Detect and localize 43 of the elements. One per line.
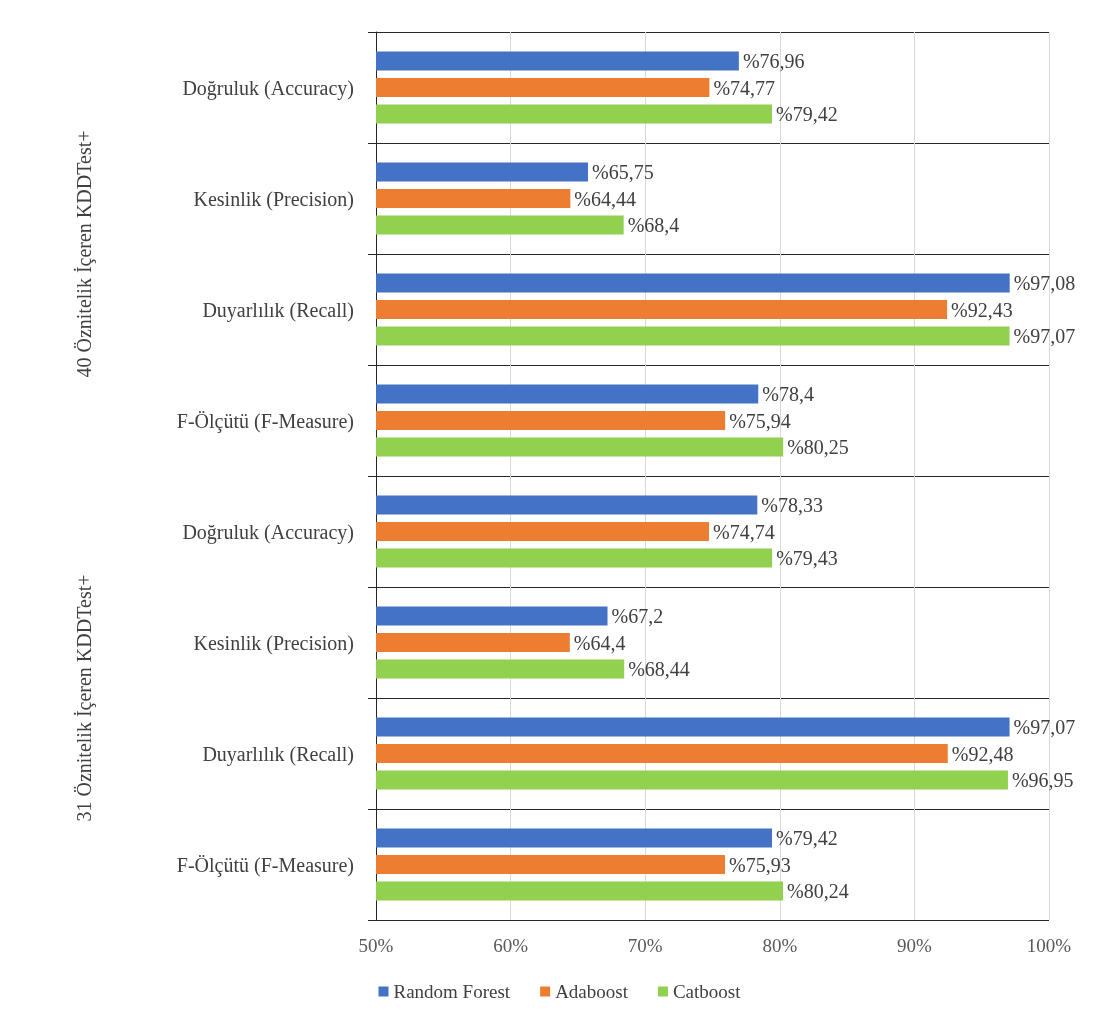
data-label: %78,4 bbox=[762, 382, 814, 405]
data-label: %75,94 bbox=[729, 409, 791, 432]
x-tick-label: 50% bbox=[358, 935, 394, 956]
text: 31 Öznitelik İçeren KDDTest+ bbox=[73, 574, 96, 822]
legend-label: Random Forest bbox=[393, 981, 511, 1002]
y-tick-label: Duyarlılık (Recall) bbox=[202, 298, 354, 322]
data-label: %68,4 bbox=[627, 214, 680, 237]
data-label: %79,42 bbox=[775, 826, 838, 849]
x-tick-label: 80% bbox=[762, 935, 798, 956]
y-tick-label: Doğruluk (Accuracy) bbox=[182, 520, 354, 544]
x-tick-label: 90% bbox=[896, 935, 932, 956]
data-label: %67,2 bbox=[611, 604, 664, 627]
data-label: %75,93 bbox=[729, 853, 791, 876]
data-label: %76,96 bbox=[742, 49, 805, 72]
data-label: %74,74 bbox=[713, 520, 775, 543]
data-label: %97,07 bbox=[1013, 715, 1076, 738]
y-tick-label: F-Ölçütü (F-Measure) bbox=[176, 853, 354, 877]
data-label: %80,24 bbox=[787, 880, 849, 903]
data-label: %92,48 bbox=[951, 742, 1014, 765]
data-label: %64,44 bbox=[574, 187, 637, 210]
x-tick-label: 100% bbox=[1026, 935, 1072, 956]
y-tick-label: Kesinlik (Precision) bbox=[193, 187, 354, 211]
data-label: %79,42 bbox=[775, 103, 838, 126]
data-label: %74,77 bbox=[713, 76, 776, 99]
data-label: %92,43 bbox=[951, 298, 1013, 321]
data-label: %79,43 bbox=[776, 547, 838, 570]
data-label: %97,08 bbox=[1013, 271, 1076, 294]
x-tick-label: 60% bbox=[493, 935, 529, 956]
data-label: %97,07 bbox=[1013, 325, 1076, 348]
y-tick-label: F-Ölçütü (F-Measure) bbox=[176, 409, 354, 433]
text: 40 Öznitelik İçeren KDDTest+ bbox=[73, 130, 96, 378]
y-tick-label: Kesinlik (Precision) bbox=[193, 631, 354, 655]
data-label: %65,75 bbox=[591, 160, 654, 183]
legend-label: Catboost bbox=[672, 981, 742, 1002]
legend-label: Adaboost bbox=[555, 981, 629, 1002]
data-label: %64,4 bbox=[573, 631, 626, 654]
data-label: %96,95 bbox=[1011, 769, 1074, 792]
x-tick-label: 70% bbox=[627, 935, 663, 956]
y-tick-label: Doğruluk (Accuracy) bbox=[182, 76, 354, 100]
data-label: %78,33 bbox=[761, 493, 823, 516]
data-label: %68,44 bbox=[628, 658, 690, 681]
y-tick-label: Duyarlılık (Recall) bbox=[202, 742, 354, 766]
data-label: %80,25 bbox=[787, 436, 849, 459]
